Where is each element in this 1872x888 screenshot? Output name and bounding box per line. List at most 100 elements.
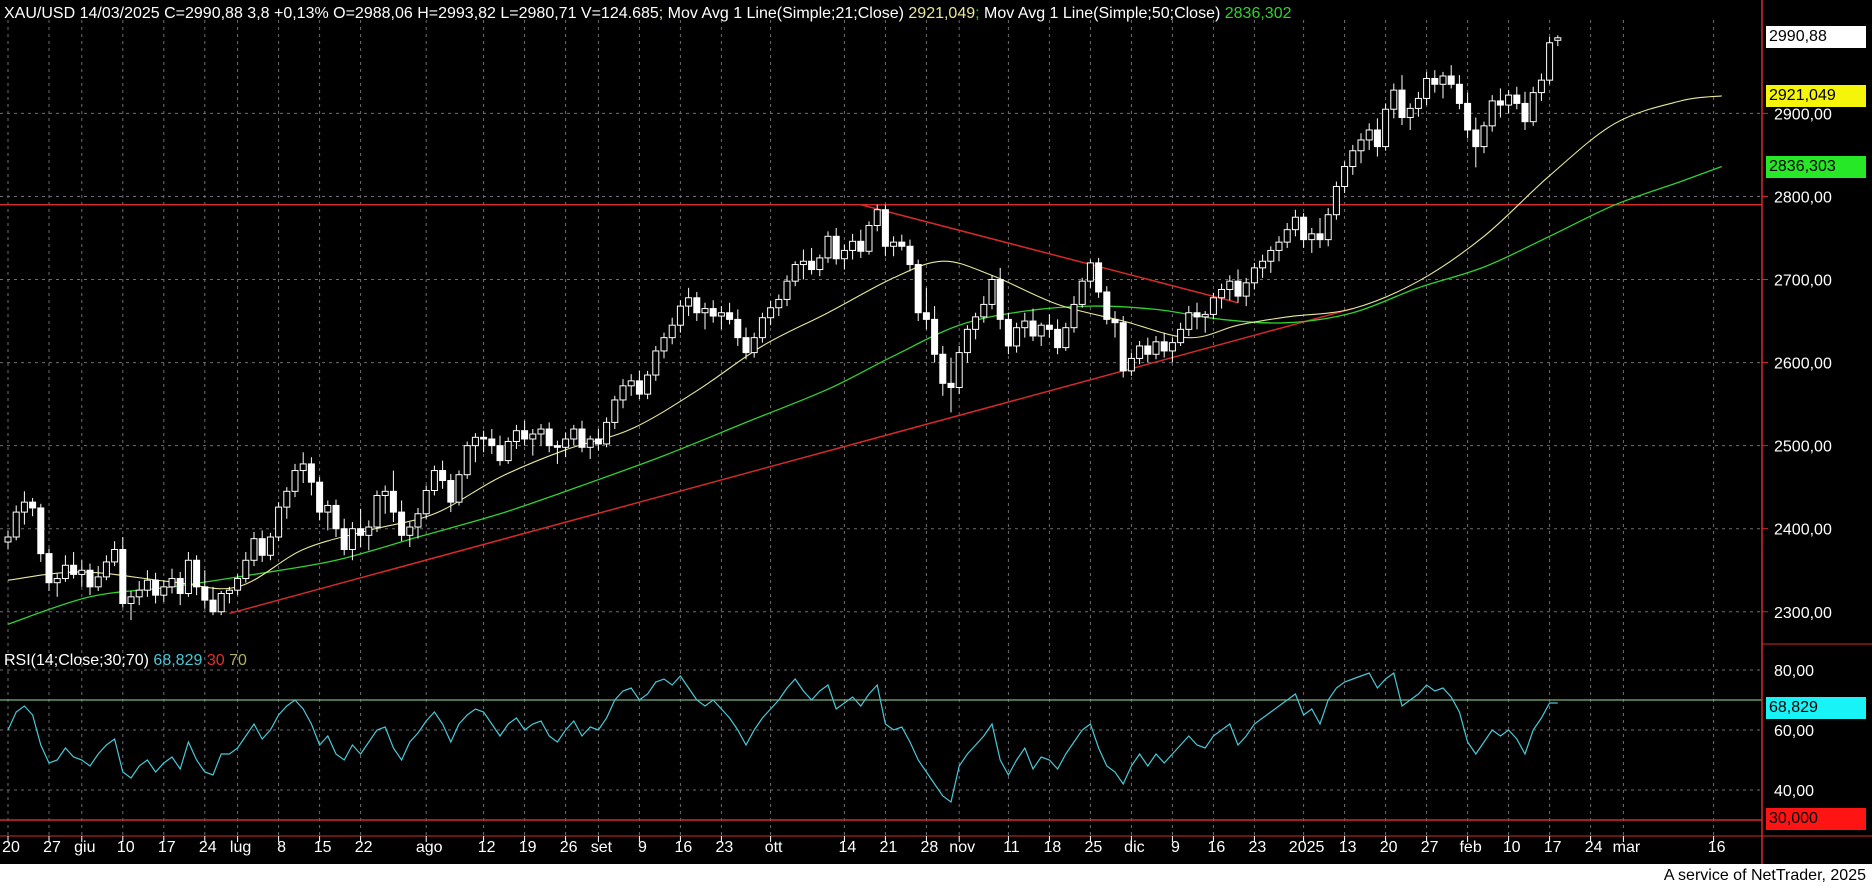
candle bbox=[135, 581, 143, 606]
candle-body-down bbox=[258, 538, 266, 556]
candle-body-down bbox=[1160, 341, 1168, 352]
candle bbox=[1357, 133, 1365, 164]
candle-body-down bbox=[119, 548, 127, 604]
candle bbox=[78, 560, 86, 587]
candle-body-up bbox=[1242, 282, 1250, 297]
candle-body-up bbox=[980, 303, 988, 318]
candle bbox=[1275, 236, 1283, 262]
candle bbox=[529, 429, 537, 456]
candle-body-down bbox=[808, 260, 816, 271]
candle-body-up bbox=[20, 501, 28, 513]
ma50-value: 2836,302 bbox=[1224, 5, 1292, 22]
candle-body-up bbox=[234, 578, 242, 591]
candle bbox=[217, 591, 225, 616]
candle bbox=[996, 267, 1004, 330]
candle bbox=[635, 370, 643, 400]
candle-body-down bbox=[1513, 94, 1521, 104]
candle-body-up bbox=[1505, 94, 1513, 106]
candle bbox=[168, 568, 176, 594]
candle bbox=[1029, 308, 1037, 341]
candle-body-up bbox=[61, 564, 69, 580]
candle-body-down bbox=[1234, 280, 1242, 297]
candle bbox=[676, 300, 684, 333]
candle bbox=[1521, 91, 1529, 130]
candle-body-up bbox=[1357, 139, 1365, 152]
candle-body-up bbox=[816, 257, 824, 271]
candle bbox=[1472, 117, 1480, 168]
candle bbox=[1119, 316, 1127, 378]
candle-body-down bbox=[578, 428, 586, 448]
candle bbox=[1267, 246, 1275, 273]
candle-body-up bbox=[562, 438, 570, 448]
candle bbox=[1464, 92, 1472, 139]
candle-body-up bbox=[291, 470, 299, 492]
candle bbox=[701, 302, 709, 330]
candle-body-up bbox=[758, 317, 766, 339]
candle bbox=[209, 586, 217, 616]
candle-body-down bbox=[398, 511, 406, 536]
bar-date: 14/03/2025 bbox=[79, 5, 160, 22]
time-tick-label: 20 bbox=[2, 839, 20, 856]
candle bbox=[1259, 254, 1267, 278]
candle-body-up bbox=[102, 561, 110, 578]
candle bbox=[127, 591, 135, 621]
rsi-tick-label: 60,00 bbox=[1774, 723, 1814, 740]
credit-text: A service of NetTrader, 2025 bbox=[1663, 867, 1866, 884]
time-tick-label: nov bbox=[949, 839, 975, 856]
candle-body-up bbox=[1439, 75, 1447, 85]
candle-body-up bbox=[840, 249, 848, 260]
candle bbox=[283, 487, 291, 519]
time-tick-label: set bbox=[591, 839, 613, 856]
time-tick-label: 26 bbox=[560, 839, 578, 856]
time-tick-label: lug bbox=[230, 839, 251, 856]
candle bbox=[365, 520, 373, 551]
candle-body-down bbox=[1029, 320, 1037, 337]
candle bbox=[1324, 208, 1332, 247]
candle-body-up bbox=[4, 536, 12, 543]
price-tick-label: 2300,00 bbox=[1774, 605, 1832, 622]
candle bbox=[619, 379, 627, 409]
time-tick-label: 18 bbox=[1044, 839, 1062, 856]
time-tick-label: 21 bbox=[880, 839, 898, 856]
candle bbox=[1382, 103, 1390, 151]
candle-body-up bbox=[512, 430, 520, 442]
ma50-line bbox=[7, 165, 1723, 625]
candle bbox=[726, 302, 734, 325]
candle bbox=[332, 499, 340, 538]
candle-body-up bbox=[78, 569, 86, 575]
candle-body-up bbox=[1349, 150, 1357, 168]
candle bbox=[447, 473, 455, 513]
candle bbox=[45, 548, 53, 592]
candle bbox=[1086, 259, 1094, 288]
candle bbox=[1054, 319, 1062, 355]
candle bbox=[340, 518, 348, 556]
candle bbox=[849, 233, 857, 260]
candle bbox=[1439, 71, 1447, 99]
candle bbox=[488, 429, 496, 454]
rsi-tick-label: 40,00 bbox=[1774, 783, 1814, 800]
candle-body-down bbox=[914, 264, 922, 314]
candle bbox=[1423, 71, 1431, 106]
candle bbox=[586, 435, 594, 459]
candle bbox=[709, 300, 717, 323]
time-tick-label: 16 bbox=[1208, 839, 1226, 856]
candle bbox=[742, 327, 750, 360]
candle bbox=[832, 228, 840, 265]
candle bbox=[201, 570, 209, 609]
candle bbox=[824, 231, 832, 263]
candle bbox=[767, 301, 775, 326]
candle bbox=[644, 370, 652, 400]
time-tick-label: 11 bbox=[1003, 839, 1020, 856]
candle-body-up bbox=[1127, 357, 1135, 372]
time-tick-label: 8 bbox=[277, 839, 286, 856]
ohlc-values: C=2990,88 3,8 +0,13% O=2988,06 H=2993,82… bbox=[164, 5, 659, 22]
candle-body-down bbox=[709, 308, 717, 317]
candle bbox=[266, 532, 274, 561]
candle-body-down bbox=[86, 569, 94, 588]
candle bbox=[250, 532, 258, 567]
candle bbox=[865, 221, 873, 255]
candle bbox=[1308, 228, 1316, 253]
candle bbox=[12, 505, 20, 541]
time-tick-label: ago bbox=[416, 839, 443, 856]
candle bbox=[184, 551, 192, 597]
